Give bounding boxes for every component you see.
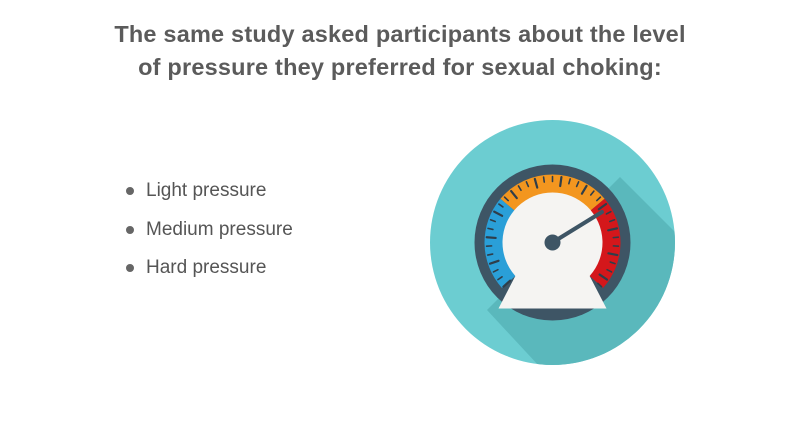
gauge-needle bbox=[550, 210, 604, 245]
gauge-tick bbox=[497, 276, 503, 281]
gauge-tick bbox=[489, 219, 497, 223]
list-item-hard-pressure: Hard pressure bbox=[124, 251, 293, 290]
gauge-face bbox=[498, 192, 607, 309]
pressure-options-list: Light pressure Medium pressure Hard pres… bbox=[124, 174, 293, 290]
gauge-tick bbox=[607, 227, 619, 232]
gauge-tick bbox=[568, 178, 571, 185]
bullet-dot-icon bbox=[126, 264, 134, 272]
gauge-tick bbox=[575, 181, 580, 188]
gauge-tick bbox=[598, 273, 609, 281]
gauge-tick bbox=[533, 177, 539, 189]
bullet-dot-icon bbox=[126, 187, 134, 195]
gauge-tick bbox=[517, 185, 522, 192]
gauge-tick bbox=[525, 181, 530, 188]
gauge-tick bbox=[485, 236, 497, 240]
title-line-2: of pressure they preferred for sexual ch… bbox=[138, 54, 662, 80]
gauge-tick bbox=[596, 196, 602, 202]
list-item-label: Hard pressure bbox=[146, 257, 267, 278]
gauge-ticks bbox=[485, 175, 620, 288]
gauge-tick bbox=[503, 196, 509, 202]
gauge-tick bbox=[597, 202, 608, 211]
gauge-tick bbox=[498, 203, 504, 208]
list-item-label: Medium pressure bbox=[146, 218, 293, 240]
gauge-tick bbox=[605, 210, 612, 215]
pressure-gauge-icon bbox=[430, 120, 675, 365]
gauge-tick bbox=[486, 253, 494, 256]
list-item-label: Light pressure bbox=[146, 180, 267, 201]
slide-title: The same study asked participants about … bbox=[0, 18, 800, 84]
title-line-1: The same study asked participants about … bbox=[114, 21, 686, 47]
gauge-tick bbox=[607, 252, 619, 257]
gauge-tick bbox=[609, 261, 616, 265]
gauge-tick bbox=[502, 279, 512, 288]
gauge-tick bbox=[493, 210, 504, 217]
gauge-needle-hub bbox=[544, 234, 561, 251]
gauge-tick bbox=[492, 268, 499, 273]
bullet-dot-icon bbox=[126, 225, 134, 234]
gauge-tick bbox=[542, 176, 546, 183]
gauge-tick bbox=[488, 259, 500, 265]
list-item-medium-pressure: Medium pressure bbox=[124, 213, 293, 252]
gauge-tick bbox=[487, 227, 494, 231]
gauge-tick bbox=[510, 189, 518, 200]
gauge-tick bbox=[606, 268, 613, 273]
list-item-light-pressure: Light pressure bbox=[124, 174, 293, 213]
gauge-tick bbox=[608, 219, 616, 223]
gauge-tick bbox=[597, 282, 603, 288]
gauge-tick bbox=[589, 190, 595, 196]
gauge-tick bbox=[559, 176, 563, 188]
gauge-tick bbox=[580, 184, 588, 195]
